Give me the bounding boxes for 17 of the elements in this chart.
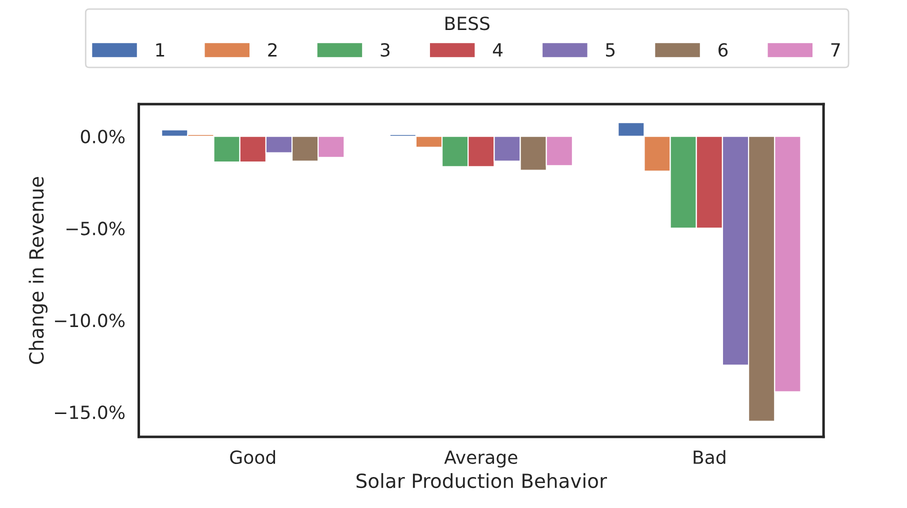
y-tick-label: 0.0%	[80, 130, 125, 144]
x-tick-label: Average	[444, 450, 518, 468]
x-tick-label: Bad	[694, 450, 726, 464]
x-tick-label: Good	[230, 450, 276, 464]
legend-label: 7	[831, 43, 840, 56]
legend-title: BESS	[446, 16, 490, 30]
legend-label: 2	[268, 43, 277, 56]
legend-label: 3	[380, 43, 390, 57]
y-tick-label: −10.0%	[55, 314, 125, 328]
legend-label: 4	[492, 43, 503, 56]
legend-label: 6	[718, 43, 728, 57]
legend-label: 5	[606, 43, 615, 57]
legend-label: 1	[156, 43, 164, 56]
y-axis-title: Change in Revenue	[28, 176, 48, 364]
y-tick-label: −5.0%	[66, 222, 125, 236]
y-tick-label: −15.0%	[55, 406, 125, 420]
x-axis-title: Solar Production Behavior	[356, 473, 608, 488]
